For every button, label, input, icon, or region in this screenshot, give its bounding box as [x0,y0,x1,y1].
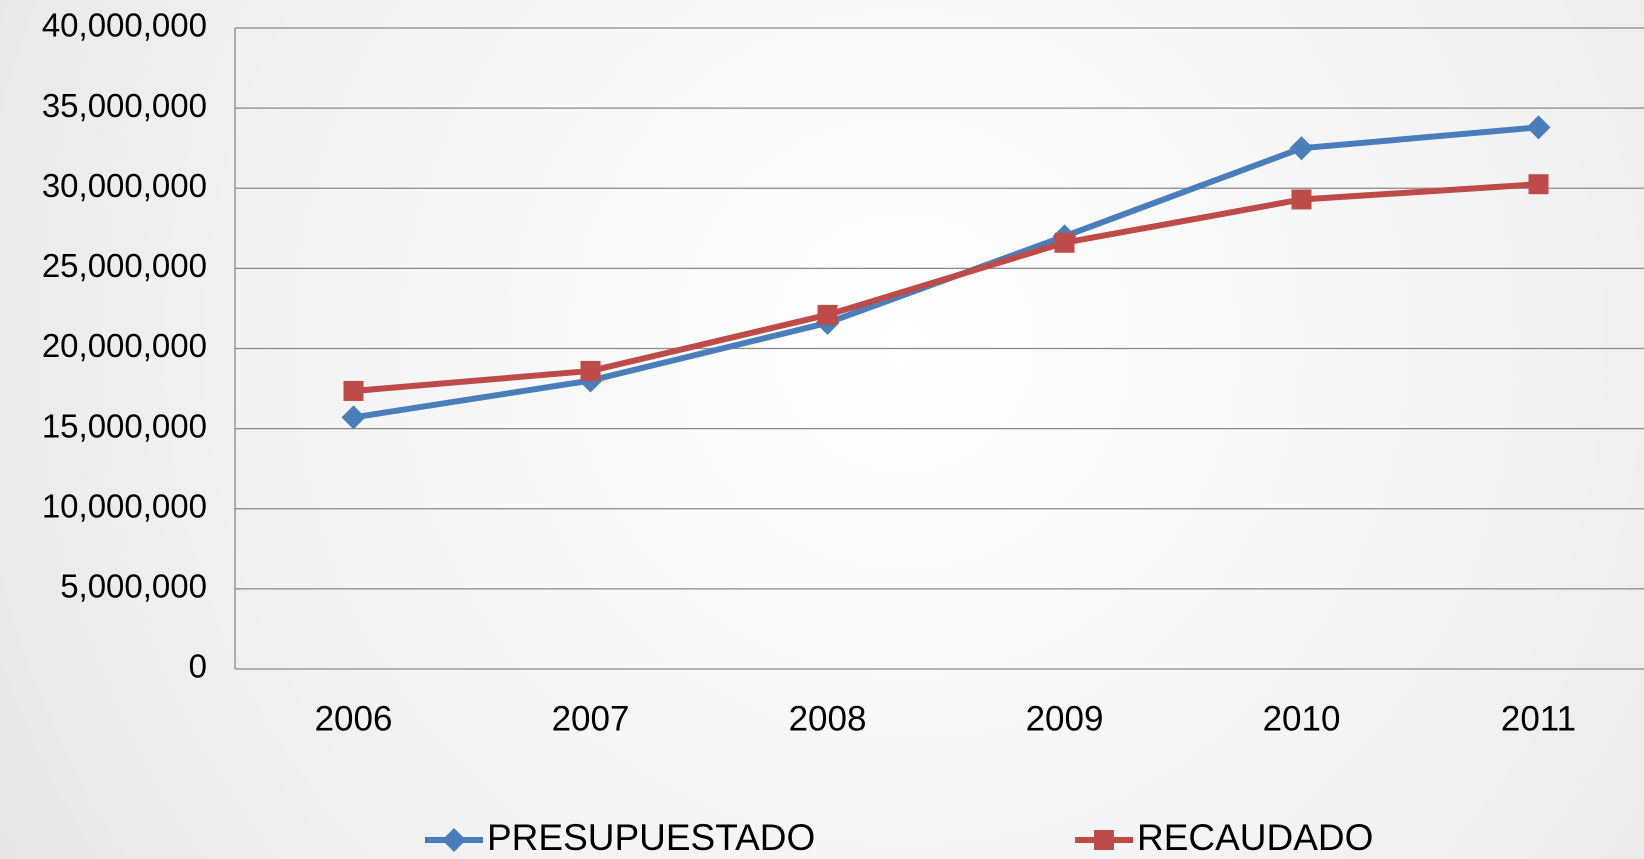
marker [817,304,838,325]
y-tick-label: 5,000,000 [60,568,207,605]
legend-label: RECAUDADO [1137,817,1373,858]
x-tick-label: 2009 [1026,699,1104,738]
y-tick-label: 10,000,000 [42,487,207,524]
y-tick-label: 35,000,000 [42,87,207,124]
marker [343,380,364,401]
series-line [353,181,1539,394]
x-tick-label: 2007 [552,699,630,738]
marker [1054,232,1075,253]
marker [1291,189,1312,210]
marker [1526,115,1551,140]
marker [580,360,601,381]
y-tick-label: 0 [189,648,207,685]
legend-marker [442,828,466,852]
x-tick-label: 2010 [1263,699,1341,738]
marker [341,405,366,430]
marker [1528,174,1549,195]
x-tick-label: 2006 [315,699,393,738]
y-tick-label: 30,000,000 [42,167,207,204]
y-tick-label: 15,000,000 [42,407,207,444]
x-tick-label: 2011 [1501,699,1576,738]
legend-marker [1094,830,1114,850]
y-tick-label: 25,000,000 [42,247,207,284]
y-tick-label: 40,000,000 [42,7,207,44]
legend-label: PRESUPUESTADO [487,817,815,858]
y-tick-label: 20,000,000 [42,327,207,364]
marker [1289,136,1314,161]
x-tick-label: 2008 [789,699,867,738]
